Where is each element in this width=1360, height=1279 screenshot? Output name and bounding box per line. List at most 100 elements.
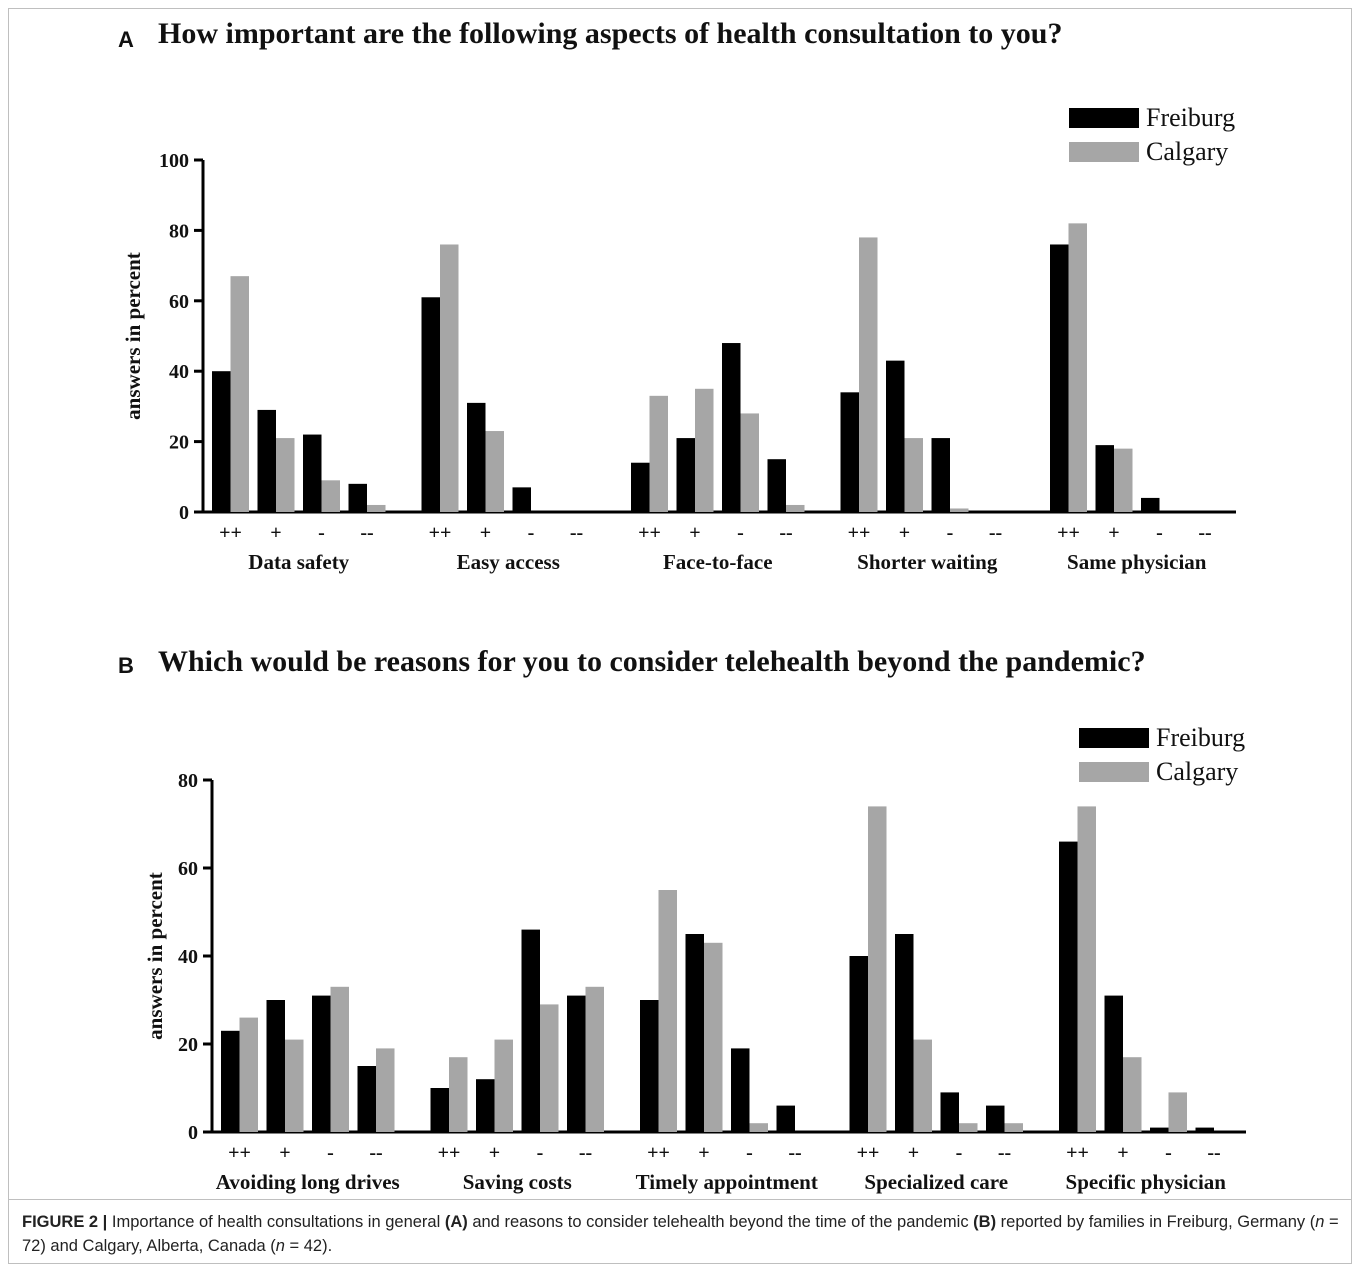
x-category-label: ++ [1066,1142,1089,1164]
bar-freiburg [895,934,914,1132]
bar-freiburg [212,371,231,512]
x-category-label: -- [998,1142,1011,1164]
bar-freiburg [840,392,859,512]
bar-calgary [230,276,249,512]
bar-calgary [239,1017,258,1132]
bar-freiburg [722,343,741,512]
bar-freiburg [1195,1127,1214,1132]
caption-part: n [275,1237,285,1255]
bar-freiburg [767,459,786,512]
x-group-label: Avoiding long drives [216,1170,400,1194]
x-category-label: + [689,522,700,544]
y-tick-label: 100 [159,150,189,172]
caption-separator [9,1199,1351,1200]
caption-part: (A) [444,1213,468,1231]
bar-calgary [1114,448,1133,512]
x-category-label: -- [570,522,583,544]
y-tick-label: 20 [169,432,189,454]
bar-freiburg [430,1088,449,1132]
bar-calgary [540,1004,559,1132]
caption-part: = 72) and Calgary, Alberta, Canada ( [22,1213,1339,1255]
bar-freiburg [357,1066,376,1132]
caption-text: Importance of health consultations in ge… [22,1213,1339,1255]
x-category-label: ++ [857,1142,880,1164]
x-category-label: ++ [1057,522,1080,544]
figure-frame [8,8,1352,1264]
bar-freiburg [476,1079,495,1132]
x-group-label: Shorter waiting [857,550,998,574]
x-category-label: ++ [848,522,871,544]
x-category-label: ++ [219,522,242,544]
x-category-label: + [279,1142,290,1164]
x-category-label: + [480,522,491,544]
panel-b-title: Which would be reasons for you to consid… [158,645,1146,678]
x-group-label: Timely appointment [636,1170,818,1194]
x-group-label: Data safety [248,550,349,574]
x-category-label: - [537,1142,544,1164]
bar-calgary [868,806,887,1132]
x-group-label: Specialized care [864,1170,1008,1194]
x-category-label: - [737,522,744,544]
bar-freiburg [521,929,540,1132]
bar-freiburg [676,438,695,512]
bar-calgary [494,1039,513,1132]
x-category-label: - [956,1142,963,1164]
x-category-label: -- [788,1142,801,1164]
x-group-label: Easy access [457,550,560,574]
figure-caption: FIGURE 2 | Importance of health consulta… [22,1210,1342,1258]
caption-part: and reasons to consider telehealth beyon… [467,1213,974,1231]
bar-freiburg [776,1105,795,1132]
bar-calgary [1077,806,1096,1132]
bar-freiburg [731,1048,750,1132]
legend-swatch-calgary [1079,762,1149,782]
caption-part: Importance of health consultations in ge… [107,1213,445,1231]
bar-freiburg [221,1030,240,1132]
x-group-label: Specific physician [1066,1170,1227,1194]
y-tick-label: 60 [178,858,198,880]
y-tick-label: 20 [178,1034,198,1056]
bar-freiburg [257,409,276,512]
bar-calgary [376,1048,395,1132]
bar-freiburg [1150,1127,1169,1132]
bar-freiburg [421,297,440,512]
x-category-label: + [270,522,281,544]
caption-part: n [1315,1213,1325,1231]
x-category-label: + [1108,522,1119,544]
caption-part: = 42). [284,1237,333,1255]
x-category-label: - [1165,1142,1172,1164]
bar-calgary [950,508,969,512]
x-category-label: + [908,1142,919,1164]
x-category-label: -- [1207,1142,1220,1164]
bar-freiburg [303,434,322,512]
x-category-label: - [327,1142,334,1164]
bar-calgary [649,395,668,512]
panel-b-letter: B [118,653,134,678]
x-group-label: Same physician [1067,550,1207,574]
x-category-label: ++ [438,1142,461,1164]
x-category-label: -- [360,522,373,544]
bar-calgary [367,504,386,512]
bar-freiburg [886,360,905,512]
caption-part: reported by families in Freiburg, German… [996,1213,1316,1231]
bar-calgary [658,890,677,1132]
bar-freiburg [931,438,950,512]
bar-freiburg [631,462,650,512]
bar-freiburg [640,1000,659,1132]
panel-a-title: How important are the following aspects … [158,17,1063,50]
bar-freiburg [685,934,704,1132]
x-category-label: - [1156,522,1163,544]
x-category-label: ++ [638,522,661,544]
bar-calgary [740,413,759,512]
x-category-label: -- [1198,522,1211,544]
bar-calgary [1004,1123,1023,1132]
x-category-label: + [489,1142,500,1164]
x-group-label: Face-to-face [663,550,773,574]
bar-calgary [449,1057,468,1132]
x-category-label: -- [989,522,1002,544]
bar-calgary [1068,223,1087,513]
bar-calgary [440,244,459,513]
bar-freiburg [512,487,531,512]
bar-freiburg [849,956,868,1132]
x-category-label: - [528,522,535,544]
